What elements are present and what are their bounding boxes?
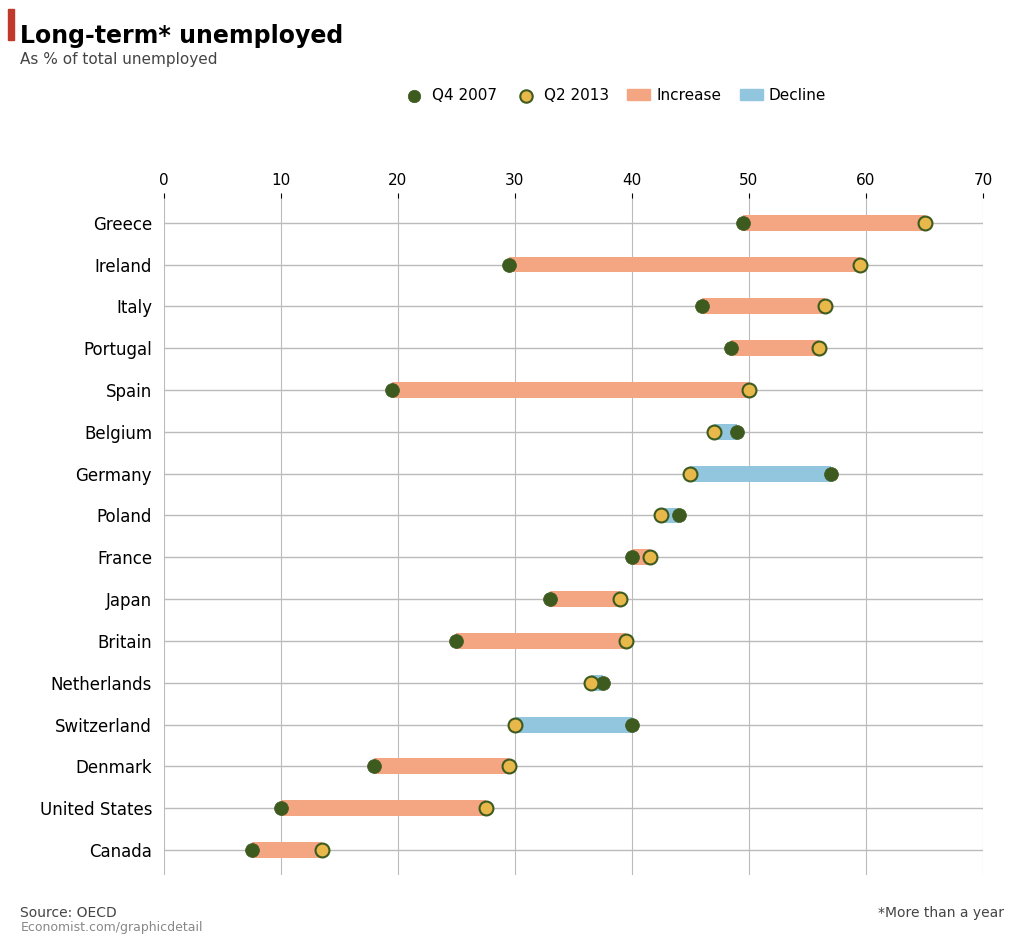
Point [723, 341, 739, 356]
Point [811, 341, 827, 356]
Bar [515, 717, 632, 732]
Point [612, 592, 629, 607]
Point [244, 842, 260, 857]
Bar [550, 591, 621, 607]
Bar [591, 675, 603, 691]
Point [624, 550, 640, 565]
Point [313, 842, 330, 857]
Point [542, 592, 558, 607]
Bar [731, 341, 819, 356]
Point [729, 424, 745, 439]
Point [706, 424, 722, 439]
Text: Long-term* unemployed: Long-term* unemployed [20, 24, 344, 48]
Point [822, 466, 839, 481]
Point [507, 717, 523, 732]
Point [694, 299, 711, 314]
Text: Economist.com/graphicdetail: Economist.com/graphicdetail [20, 921, 203, 934]
Point [852, 257, 868, 272]
Point [624, 717, 640, 732]
Point [671, 508, 687, 523]
Point [477, 801, 494, 816]
Point [641, 550, 657, 565]
Point [916, 215, 933, 231]
Point [617, 633, 634, 648]
Point [595, 676, 611, 691]
Point [817, 299, 834, 314]
Point [735, 215, 752, 231]
Point [682, 466, 698, 481]
Bar [375, 758, 509, 774]
Bar [662, 507, 679, 523]
Bar [632, 550, 649, 566]
Bar [714, 423, 737, 439]
Bar [457, 633, 626, 649]
Point [653, 508, 670, 523]
Point [501, 257, 517, 272]
Bar [281, 800, 485, 816]
Point [272, 801, 289, 816]
Point [384, 382, 400, 397]
Point [740, 382, 757, 397]
Point [501, 758, 517, 774]
Text: *More than a year: *More than a year [878, 906, 1004, 920]
Legend: Q4 2007, Q2 2013, Increase, Decline: Q4 2007, Q2 2013, Increase, Decline [396, 82, 833, 108]
Bar [392, 382, 749, 398]
Point [449, 633, 465, 648]
Bar [252, 842, 322, 858]
Bar [702, 298, 825, 314]
Text: As % of total unemployed: As % of total unemployed [20, 52, 218, 67]
Point [367, 758, 383, 774]
Bar [743, 215, 925, 231]
Text: Source: OECD: Source: OECD [20, 906, 117, 920]
Bar [509, 257, 860, 273]
Point [583, 676, 599, 691]
Bar [690, 466, 830, 482]
